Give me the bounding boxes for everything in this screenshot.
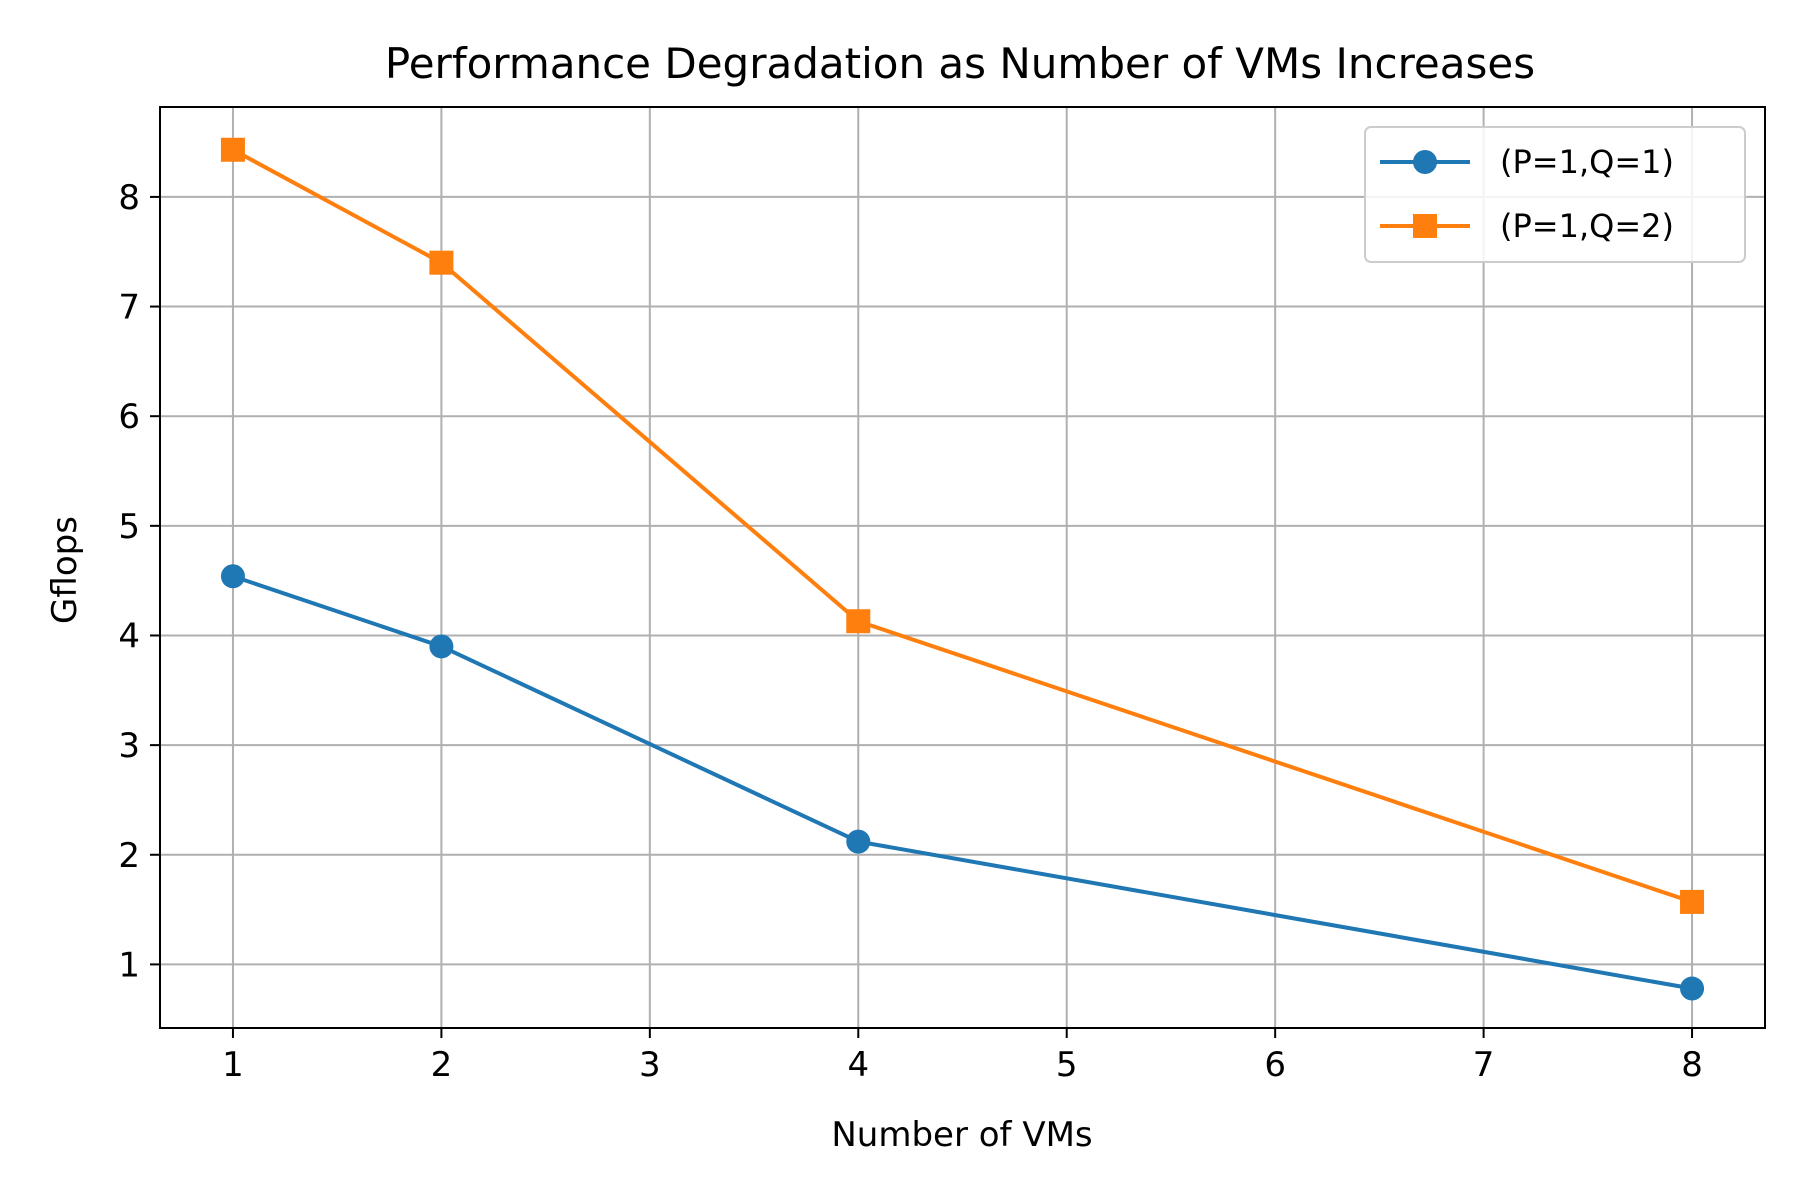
x-tick-label: 2 (431, 1045, 453, 1085)
axis-ticks: 1 2 3 4 5 6 7 8 1 2 3 4 5 6 7 8 (118, 178, 1703, 1085)
x-axis-label: Number of VMs (831, 1115, 1092, 1155)
y-tick-label: 6 (118, 397, 140, 437)
y-axis-label: Gflops (45, 516, 85, 624)
x-tick-label: 3 (639, 1045, 661, 1085)
x-tick-label: 6 (1264, 1045, 1286, 1085)
y-tick-label: 8 (118, 178, 140, 218)
legend: (P=1,Q=1) (P=1,Q=2) (1364, 126, 1746, 263)
y-tick-label: 7 (118, 288, 140, 328)
legend-label: (P=1,Q=1) (1500, 143, 1674, 181)
plot-frame (159, 106, 1766, 1029)
legend-item: (P=1,Q=2) (1380, 207, 1674, 245)
y-tick-label: 5 (118, 507, 140, 547)
data-point (846, 829, 871, 854)
y-tick-label: 4 (118, 616, 140, 656)
legend-label: (P=1,Q=2) (1500, 207, 1674, 245)
x-tick-label: 8 (1681, 1045, 1703, 1085)
series-line (232, 574, 1693, 991)
x-tick-label: 1 (222, 1045, 244, 1085)
series-2 (220, 137, 1705, 914)
data-point (429, 250, 454, 275)
x-tick-label: 5 (1056, 1045, 1078, 1085)
legend-item: (P=1,Q=1) (1380, 143, 1674, 181)
y-tick-label: 3 (118, 726, 140, 766)
y-tick-label: 1 (118, 945, 140, 985)
data-point (1680, 889, 1705, 914)
data-point (429, 634, 454, 659)
x-tick-label: 7 (1473, 1045, 1495, 1085)
y-tick-label: 2 (118, 836, 140, 876)
series-layer (220, 137, 1705, 1001)
data-point (220, 137, 245, 162)
x-tick-label: 4 (847, 1045, 869, 1085)
data-point (846, 609, 871, 634)
legend-marker (1413, 150, 1437, 174)
data-point (220, 564, 245, 589)
data-point (1680, 976, 1705, 1001)
series-1 (220, 564, 1705, 1001)
chart-title: Performance Degradation as Number of VMs… (385, 39, 1535, 88)
series-line (232, 148, 1693, 904)
legend-marker (1413, 214, 1437, 238)
